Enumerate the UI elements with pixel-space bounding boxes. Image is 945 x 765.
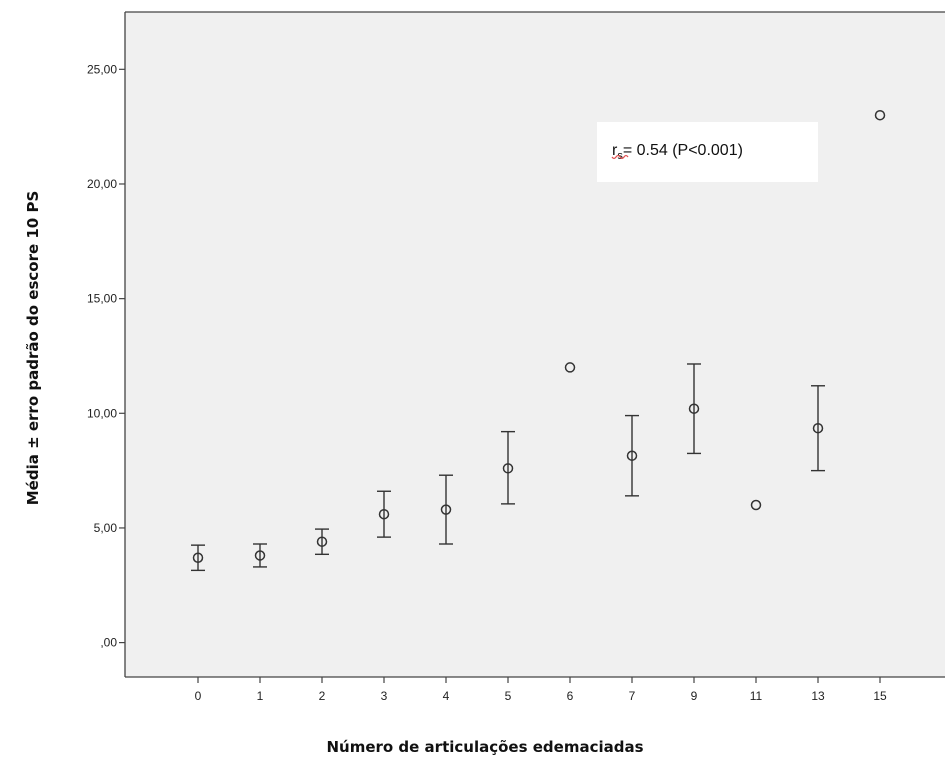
y-tick-label: 5,00 bbox=[94, 521, 118, 535]
spellcheck-underline bbox=[611, 154, 629, 160]
annotation-r: r bbox=[612, 142, 618, 159]
x-tick-label: 4 bbox=[443, 689, 450, 703]
x-tick-label: 3 bbox=[381, 689, 388, 703]
y-tick-label: ,00 bbox=[100, 636, 117, 650]
error-bar bbox=[377, 490, 391, 538]
x-tick-label: 13 bbox=[811, 689, 825, 703]
plot-area bbox=[125, 12, 945, 677]
mean-marker bbox=[688, 403, 700, 414]
x-axis-title: Número de articulações edemaciadas bbox=[326, 738, 643, 756]
x-tick-label: 1 bbox=[257, 689, 264, 703]
x-tick-label: 9 bbox=[691, 689, 698, 703]
error-bar bbox=[501, 430, 515, 505]
error-bar bbox=[687, 363, 701, 455]
x-tick-label: 6 bbox=[567, 689, 574, 703]
mean-marker bbox=[874, 109, 886, 121]
y-axis-title: Média ± erro padrão do escore 10 PS bbox=[24, 191, 42, 506]
error-bar bbox=[253, 543, 267, 568]
y-tick-label: 25,00 bbox=[87, 62, 117, 76]
mean-marker bbox=[750, 499, 762, 511]
mean-marker bbox=[812, 422, 824, 434]
x-tick-label: 5 bbox=[505, 689, 512, 703]
error-bar bbox=[625, 414, 639, 497]
error-bar bbox=[811, 385, 825, 472]
x-tick-label: 11 bbox=[750, 689, 763, 703]
annotation-text: rs= 0.54 (P<0.001) bbox=[612, 142, 743, 162]
mean-marker bbox=[316, 536, 328, 547]
mean-marker bbox=[378, 508, 390, 520]
x-ticks: 0 1 2 3 4 5 6 7 9 11 13 15 bbox=[195, 677, 887, 703]
mean-marker bbox=[254, 550, 266, 561]
mean-marker bbox=[564, 362, 576, 373]
mean-marker bbox=[440, 504, 452, 515]
annotation-r-subscript: s bbox=[617, 150, 623, 162]
series-marks bbox=[191, 109, 886, 572]
mean-marker bbox=[502, 463, 514, 474]
annotation-box: rs= 0.54 (P<0.001) bbox=[597, 122, 818, 182]
x-tick-label: 7 bbox=[629, 689, 636, 703]
annotation-background bbox=[597, 122, 818, 182]
y-tick-label: 15,00 bbox=[87, 292, 117, 306]
x-tick-label: 15 bbox=[873, 689, 887, 703]
y-tick-label: 20,00 bbox=[87, 177, 117, 191]
x-tick-label: 2 bbox=[319, 689, 326, 703]
mean-marker bbox=[626, 450, 638, 461]
y-ticks: ,00 5,00 10,00 15,00 20,00 25,00 bbox=[87, 62, 125, 650]
y-tick-label: 10,00 bbox=[87, 406, 117, 420]
annotation-value: = 0.54 (P<0.001) bbox=[623, 142, 743, 159]
x-tick-label: 0 bbox=[195, 689, 202, 703]
mean-marker bbox=[192, 552, 204, 564]
error-bar bbox=[315, 528, 329, 556]
error-bar bbox=[439, 474, 453, 545]
error-bar bbox=[191, 544, 205, 572]
